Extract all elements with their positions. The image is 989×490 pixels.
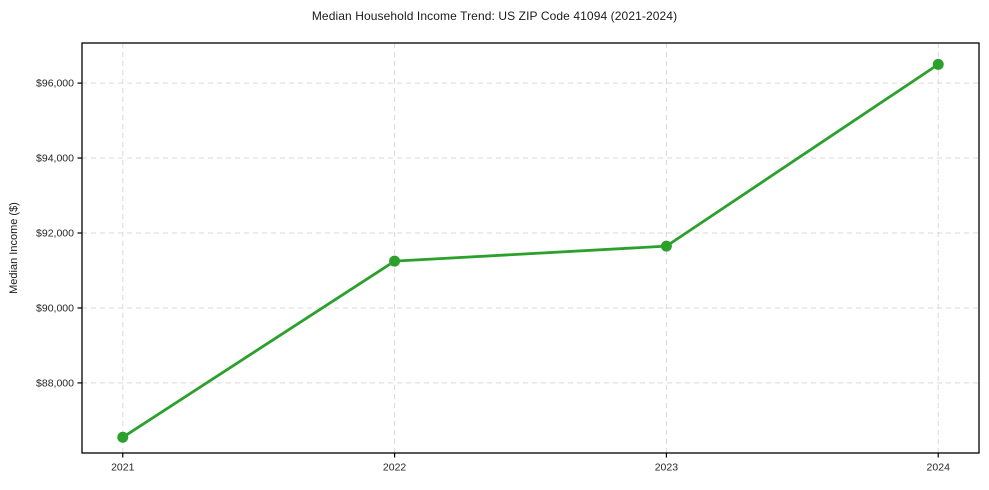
chart-title: Median Household Income Trend: US ZIP Co… <box>311 9 678 23</box>
y-axis-label: Median Income ($) <box>8 202 20 294</box>
data-point-2021 <box>117 431 129 443</box>
y-tick-label: $90,000 <box>36 302 74 314</box>
x-tick-label: 2024 <box>927 462 951 474</box>
y-tick-label: $96,000 <box>36 78 74 90</box>
income-trend-line <box>121 62 940 439</box>
x-tick-label: 2022 <box>383 462 407 474</box>
y-tick-label: $94,000 <box>36 153 74 165</box>
x-tick-label: 2021 <box>111 462 135 474</box>
y-tick-label: $88,000 <box>36 377 74 389</box>
x-tick-label: 2023 <box>655 462 679 474</box>
data-point-2024 <box>932 58 944 70</box>
y-tick-label: $92,000 <box>36 228 74 240</box>
data-point-2022 <box>389 255 401 267</box>
data-point-2023 <box>660 240 672 252</box>
plot-border <box>81 42 980 454</box>
